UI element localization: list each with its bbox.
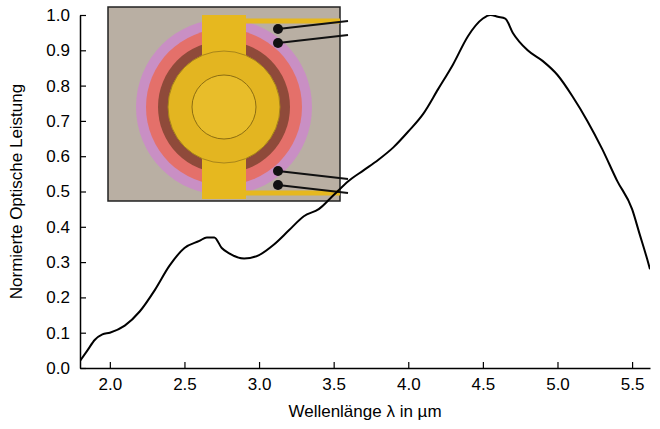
x-tick: 3.5 [322, 362, 346, 394]
x-tick: 2.5 [173, 362, 197, 394]
y-tick: 0.1 [46, 324, 86, 343]
y-tick: 0.5 [46, 182, 86, 201]
y-axis: 0.0 0.1 0.2 0.3 0.4 0.5 0.6 0.7 0.8 0.9 1.0 [46, 6, 86, 378]
inset-aperture [192, 75, 256, 139]
y-tick: 0.6 [46, 147, 86, 166]
x-tick-mark [408, 362, 409, 368]
x-tick-label: 3.0 [248, 375, 272, 394]
inset-photo [108, 7, 348, 201]
chart: 2.02.53.03.54.04.55.05.50.00.10.20.30.40… [0, 0, 660, 429]
x-tick-label: 2.0 [99, 375, 123, 394]
y-tick-label: 0.3 [46, 253, 70, 272]
y-tick: 0.3 [46, 253, 86, 272]
y-tick-label: 0.4 [46, 218, 70, 237]
y-tick-label: 1.0 [46, 6, 70, 25]
x-tick-label: 2.5 [173, 375, 197, 394]
x-tick: 2.0 [99, 362, 123, 394]
y-tick: 0.8 [46, 77, 86, 96]
y-tick-mark [80, 368, 86, 369]
inset-center [168, 51, 280, 163]
y-tick-label: 0.7 [46, 112, 70, 131]
x-tick-mark [184, 362, 185, 368]
y-tick-label: 0.6 [46, 147, 70, 166]
x-tick: 3.0 [248, 362, 272, 394]
y-tick-label: 0.5 [46, 182, 70, 201]
inset-wire [278, 35, 348, 43]
x-tick-label: 4.0 [397, 375, 421, 394]
x-tick-mark [632, 362, 633, 368]
y-tick-mark [80, 333, 86, 334]
line-group [80, 15, 650, 361]
y-tick-label: 0.9 [46, 41, 70, 60]
plot: 2.02.53.03.54.04.55.05.50.00.10.20.30.40… [46, 6, 650, 394]
y-tick: 0.4 [46, 218, 86, 237]
y-tick-mark [80, 121, 86, 122]
y-tick-label: 0.0 [46, 359, 70, 378]
x-tick-label: 3.5 [322, 375, 346, 394]
x-tick: 5.5 [621, 362, 645, 394]
y-tick: 1.0 [46, 6, 86, 25]
y-tick-mark [80, 156, 86, 157]
y-tick-label: 0.8 [46, 77, 70, 96]
x-tick: 4.5 [472, 362, 496, 394]
x-tick-label: 5.5 [621, 375, 645, 394]
spectrum-line [80, 15, 650, 361]
y-tick-mark [80, 227, 86, 228]
x-axis-line [81, 368, 651, 370]
y-tick-label: 0.2 [46, 288, 70, 307]
x-tick-mark [334, 362, 335, 368]
inset-frame [108, 7, 340, 201]
y-tick-mark [80, 297, 86, 298]
y-tick: 0.0 [46, 359, 86, 378]
x-axis: 2.0 2.5 3.0 3.5 4.0 4.5 5.0 5.5 [81, 362, 651, 394]
inset-wire [278, 171, 348, 179]
x-tick-mark [557, 362, 558, 368]
x-axis-title: Wellenlänge λ in µm [288, 402, 441, 421]
y-tick-mark [80, 50, 86, 51]
x-tick: 5.0 [546, 362, 570, 394]
x-tick-label: 5.0 [546, 375, 570, 394]
y-tick-mark [80, 15, 86, 16]
inset-wire [278, 21, 348, 29]
x-tick-mark [110, 362, 111, 368]
y-tick: 0.7 [46, 112, 86, 131]
y-tick: 0.2 [46, 288, 86, 307]
y-tick-mark [80, 262, 86, 263]
inset-ring-inner [146, 29, 302, 185]
x-tick-mark [483, 362, 484, 368]
y-tick-mark [80, 191, 86, 192]
y-tick-label: 0.1 [46, 324, 70, 343]
y-tick: 0.9 [46, 41, 86, 60]
x-tick-mark [259, 362, 260, 368]
y-tick-mark [80, 85, 86, 86]
inset-electrode [158, 41, 290, 173]
y-axis-title: Normierte Optische Leistung [7, 84, 26, 299]
x-tick-label: 4.5 [472, 375, 496, 394]
x-tick: 4.0 [397, 362, 421, 394]
